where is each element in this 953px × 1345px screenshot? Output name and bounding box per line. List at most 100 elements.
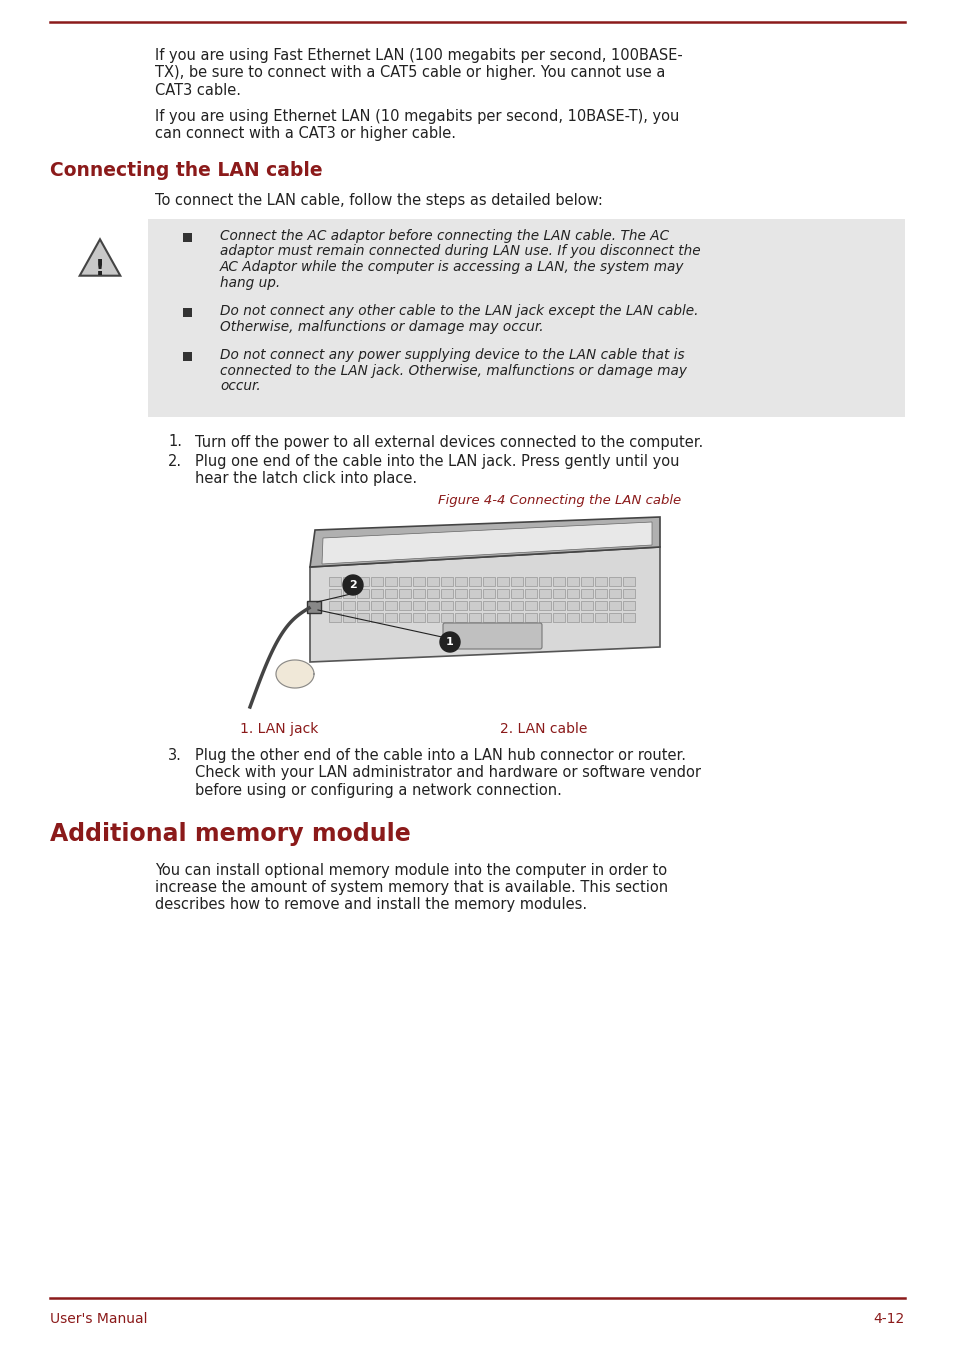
- FancyBboxPatch shape: [385, 577, 397, 585]
- FancyBboxPatch shape: [469, 612, 481, 621]
- FancyBboxPatch shape: [455, 612, 467, 621]
- Text: occur.: occur.: [220, 379, 260, 393]
- Text: before using or configuring a network connection.: before using or configuring a network co…: [194, 783, 561, 798]
- Circle shape: [439, 632, 459, 652]
- FancyBboxPatch shape: [399, 577, 411, 585]
- FancyBboxPatch shape: [581, 612, 593, 621]
- FancyBboxPatch shape: [329, 600, 341, 609]
- FancyBboxPatch shape: [371, 600, 383, 609]
- Text: TX), be sure to connect with a CAT5 cable or higher. You cannot use a: TX), be sure to connect with a CAT5 cabl…: [154, 66, 664, 81]
- FancyBboxPatch shape: [455, 600, 467, 609]
- FancyBboxPatch shape: [511, 577, 523, 585]
- Text: Connecting the LAN cable: Connecting the LAN cable: [50, 161, 322, 180]
- Text: Additional memory module: Additional memory module: [50, 823, 411, 846]
- FancyBboxPatch shape: [497, 600, 509, 609]
- FancyBboxPatch shape: [525, 612, 537, 621]
- FancyBboxPatch shape: [553, 600, 565, 609]
- Text: 1.: 1.: [168, 434, 182, 449]
- FancyBboxPatch shape: [455, 577, 467, 585]
- Text: increase the amount of system memory that is available. This section: increase the amount of system memory tha…: [154, 880, 667, 894]
- FancyBboxPatch shape: [497, 577, 509, 585]
- FancyBboxPatch shape: [329, 612, 341, 621]
- FancyBboxPatch shape: [567, 600, 578, 609]
- Text: Connect the AC adaptor before connecting the LAN cable. The AC: Connect the AC adaptor before connecting…: [220, 229, 668, 243]
- FancyBboxPatch shape: [623, 589, 635, 597]
- FancyBboxPatch shape: [511, 600, 523, 609]
- FancyBboxPatch shape: [609, 589, 620, 597]
- FancyBboxPatch shape: [553, 589, 565, 597]
- Text: User's Manual: User's Manual: [50, 1311, 148, 1326]
- FancyBboxPatch shape: [371, 612, 383, 621]
- FancyBboxPatch shape: [609, 612, 620, 621]
- FancyBboxPatch shape: [609, 577, 620, 585]
- FancyBboxPatch shape: [427, 600, 439, 609]
- Text: can connect with a CAT3 or higher cable.: can connect with a CAT3 or higher cable.: [154, 126, 456, 141]
- FancyBboxPatch shape: [623, 577, 635, 585]
- FancyBboxPatch shape: [581, 589, 593, 597]
- FancyBboxPatch shape: [483, 589, 495, 597]
- FancyBboxPatch shape: [427, 589, 439, 597]
- Text: connected to the LAN jack. Otherwise, malfunctions or damage may: connected to the LAN jack. Otherwise, ma…: [220, 363, 686, 378]
- FancyBboxPatch shape: [469, 600, 481, 609]
- FancyBboxPatch shape: [399, 589, 411, 597]
- Text: To connect the LAN cable, follow the steps as detailed below:: To connect the LAN cable, follow the ste…: [154, 194, 602, 208]
- Polygon shape: [310, 516, 659, 568]
- FancyBboxPatch shape: [183, 308, 192, 317]
- FancyBboxPatch shape: [343, 577, 355, 585]
- Text: describes how to remove and install the memory modules.: describes how to remove and install the …: [154, 897, 586, 912]
- FancyBboxPatch shape: [385, 612, 397, 621]
- FancyBboxPatch shape: [469, 577, 481, 585]
- Polygon shape: [275, 660, 314, 689]
- Polygon shape: [310, 547, 659, 662]
- FancyBboxPatch shape: [413, 577, 425, 585]
- FancyBboxPatch shape: [357, 577, 369, 585]
- FancyBboxPatch shape: [371, 577, 383, 585]
- FancyBboxPatch shape: [357, 589, 369, 597]
- FancyBboxPatch shape: [539, 612, 551, 621]
- FancyBboxPatch shape: [148, 219, 904, 417]
- FancyBboxPatch shape: [413, 589, 425, 597]
- FancyBboxPatch shape: [595, 589, 607, 597]
- Circle shape: [343, 576, 363, 594]
- Text: You can install optional memory module into the computer in order to: You can install optional memory module i…: [154, 862, 666, 877]
- FancyBboxPatch shape: [441, 577, 453, 585]
- FancyBboxPatch shape: [497, 612, 509, 621]
- FancyBboxPatch shape: [413, 600, 425, 609]
- FancyBboxPatch shape: [539, 589, 551, 597]
- FancyBboxPatch shape: [483, 600, 495, 609]
- FancyBboxPatch shape: [441, 612, 453, 621]
- Text: CAT3 cable.: CAT3 cable.: [154, 83, 241, 98]
- FancyBboxPatch shape: [385, 600, 397, 609]
- FancyBboxPatch shape: [567, 577, 578, 585]
- FancyBboxPatch shape: [441, 600, 453, 609]
- FancyBboxPatch shape: [413, 612, 425, 621]
- FancyBboxPatch shape: [441, 589, 453, 597]
- FancyBboxPatch shape: [525, 577, 537, 585]
- Text: 2.: 2.: [168, 455, 182, 469]
- Text: Figure 4-4 Connecting the LAN cable: Figure 4-4 Connecting the LAN cable: [438, 494, 680, 507]
- FancyBboxPatch shape: [497, 589, 509, 597]
- FancyBboxPatch shape: [623, 612, 635, 621]
- FancyBboxPatch shape: [357, 612, 369, 621]
- Text: Check with your LAN administrator and hardware or software vendor: Check with your LAN administrator and ha…: [194, 765, 700, 780]
- Text: If you are using Ethernet LAN (10 megabits per second, 10BASE-T), you: If you are using Ethernet LAN (10 megabi…: [154, 109, 679, 124]
- FancyBboxPatch shape: [455, 589, 467, 597]
- FancyBboxPatch shape: [609, 600, 620, 609]
- FancyBboxPatch shape: [371, 589, 383, 597]
- FancyBboxPatch shape: [343, 600, 355, 609]
- Text: adaptor must remain connected during LAN use. If you disconnect the: adaptor must remain connected during LAN…: [220, 245, 700, 258]
- Text: !: !: [95, 260, 105, 278]
- FancyBboxPatch shape: [581, 600, 593, 609]
- Text: 3.: 3.: [168, 748, 182, 763]
- FancyBboxPatch shape: [427, 577, 439, 585]
- FancyBboxPatch shape: [385, 589, 397, 597]
- FancyBboxPatch shape: [595, 600, 607, 609]
- FancyBboxPatch shape: [357, 600, 369, 609]
- FancyBboxPatch shape: [329, 577, 341, 585]
- FancyBboxPatch shape: [483, 612, 495, 621]
- Polygon shape: [80, 239, 120, 276]
- FancyBboxPatch shape: [525, 600, 537, 609]
- Text: Plug one end of the cable into the LAN jack. Press gently until you: Plug one end of the cable into the LAN j…: [194, 455, 679, 469]
- FancyBboxPatch shape: [567, 612, 578, 621]
- FancyBboxPatch shape: [525, 589, 537, 597]
